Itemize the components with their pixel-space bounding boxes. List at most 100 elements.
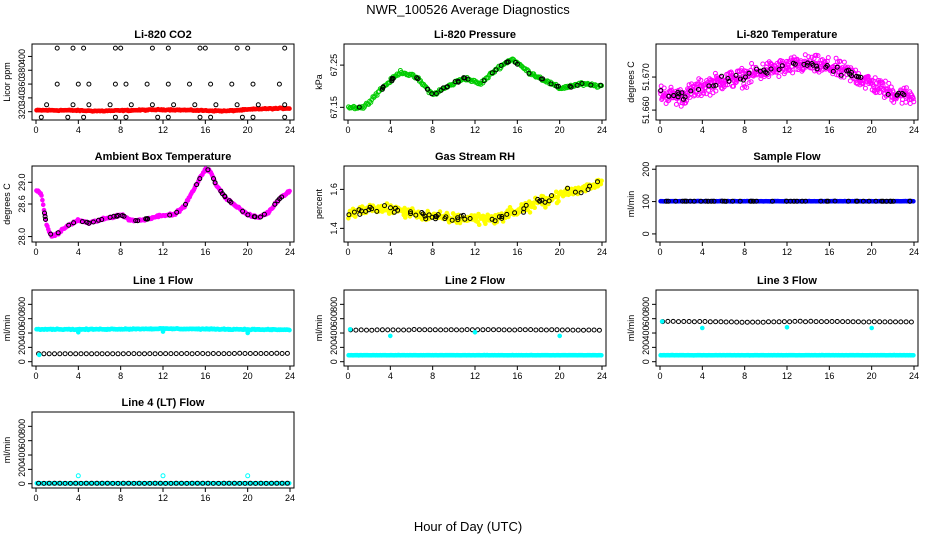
y-tick-label: 200	[17, 340, 27, 355]
data-point	[799, 198, 805, 204]
data-point	[279, 480, 285, 486]
y-tick-label: 340	[17, 90, 27, 105]
data-point	[255, 102, 261, 108]
data-point	[850, 319, 856, 325]
data-point	[718, 319, 724, 325]
data-point	[574, 82, 580, 88]
data-point	[247, 480, 253, 486]
x-tick-label: 8	[742, 125, 747, 135]
data-point	[40, 197, 45, 203]
data-point	[830, 68, 836, 74]
data-point	[36, 480, 42, 486]
data-point	[287, 106, 292, 111]
data-point	[556, 198, 561, 204]
data-point	[481, 78, 487, 84]
data-point	[872, 75, 878, 81]
data-point	[221, 480, 227, 486]
data-point	[234, 45, 240, 51]
data-point	[444, 84, 450, 90]
data-point	[554, 327, 560, 333]
data-point	[438, 327, 444, 333]
data-points	[658, 198, 916, 204]
data-point	[733, 72, 739, 78]
data-point	[120, 351, 126, 357]
data-point	[798, 62, 804, 68]
data-point	[401, 327, 407, 333]
data-point	[572, 189, 578, 195]
data-point	[829, 319, 835, 324]
data-point	[389, 75, 395, 81]
data-point	[546, 198, 552, 204]
data-point	[112, 81, 118, 87]
x-tick-label: 12	[782, 125, 792, 135]
data-point	[242, 351, 248, 356]
y-tick-label: 360	[17, 77, 27, 92]
data-point	[200, 480, 206, 486]
data-point	[55, 230, 61, 236]
data-point	[858, 74, 864, 80]
y-axis-label: ml/min	[2, 437, 12, 464]
data-point	[713, 319, 719, 325]
data-point	[835, 59, 841, 65]
data-point	[163, 351, 169, 357]
data-points	[34, 45, 292, 120]
data-point	[882, 78, 888, 84]
data-point	[455, 215, 461, 221]
data-point	[263, 351, 269, 356]
data-point	[351, 209, 357, 215]
data-point	[911, 352, 916, 358]
y-tick-label: 200	[329, 340, 339, 355]
data-point	[505, 59, 511, 65]
data-point	[548, 81, 554, 87]
data-point	[194, 351, 200, 356]
data-point	[730, 198, 736, 204]
data-point	[681, 319, 687, 324]
data-point	[258, 480, 264, 486]
data-point	[790, 60, 796, 66]
data-point	[128, 102, 134, 108]
data-point	[461, 75, 467, 81]
y-tick-label: 0	[17, 481, 27, 486]
data-point	[761, 67, 767, 73]
x-tick-label: 20	[243, 247, 253, 257]
data-point	[675, 94, 681, 100]
data-point	[452, 79, 458, 85]
data-point	[734, 319, 740, 325]
data-point	[815, 53, 821, 59]
data-point	[86, 220, 92, 226]
data-point	[41, 480, 47, 486]
data-point	[263, 480, 269, 486]
data-point	[565, 327, 571, 333]
data-point	[521, 206, 527, 212]
data-point	[555, 83, 561, 89]
data-point	[834, 64, 840, 70]
y-tick-label: 600	[17, 433, 27, 448]
data-point	[903, 99, 909, 105]
y-tick-label: 200	[641, 340, 651, 355]
data-point	[680, 198, 686, 204]
data-point	[369, 327, 375, 333]
data-point	[855, 319, 861, 325]
data-point	[785, 67, 791, 73]
data-point	[784, 324, 790, 330]
data-point	[599, 178, 604, 184]
data-point	[750, 319, 756, 325]
data-point	[54, 45, 60, 51]
x-tick-label: 4	[388, 125, 393, 135]
x-tick-label: 16	[824, 247, 834, 257]
data-point	[352, 214, 358, 219]
data-point	[907, 198, 913, 204]
data-point	[242, 480, 248, 486]
data-point	[771, 319, 777, 325]
data-point	[707, 319, 713, 325]
x-tick-label: 8	[430, 371, 435, 381]
x-tick-label: 24	[285, 493, 295, 503]
data-point	[40, 202, 46, 207]
x-tick-label: 4	[388, 371, 393, 381]
x-tick-label: 16	[512, 247, 522, 257]
data-point	[36, 352, 42, 358]
data-point	[443, 327, 449, 333]
data-point	[54, 81, 60, 87]
x-tick-label: 4	[76, 125, 81, 135]
data-point	[86, 102, 92, 108]
